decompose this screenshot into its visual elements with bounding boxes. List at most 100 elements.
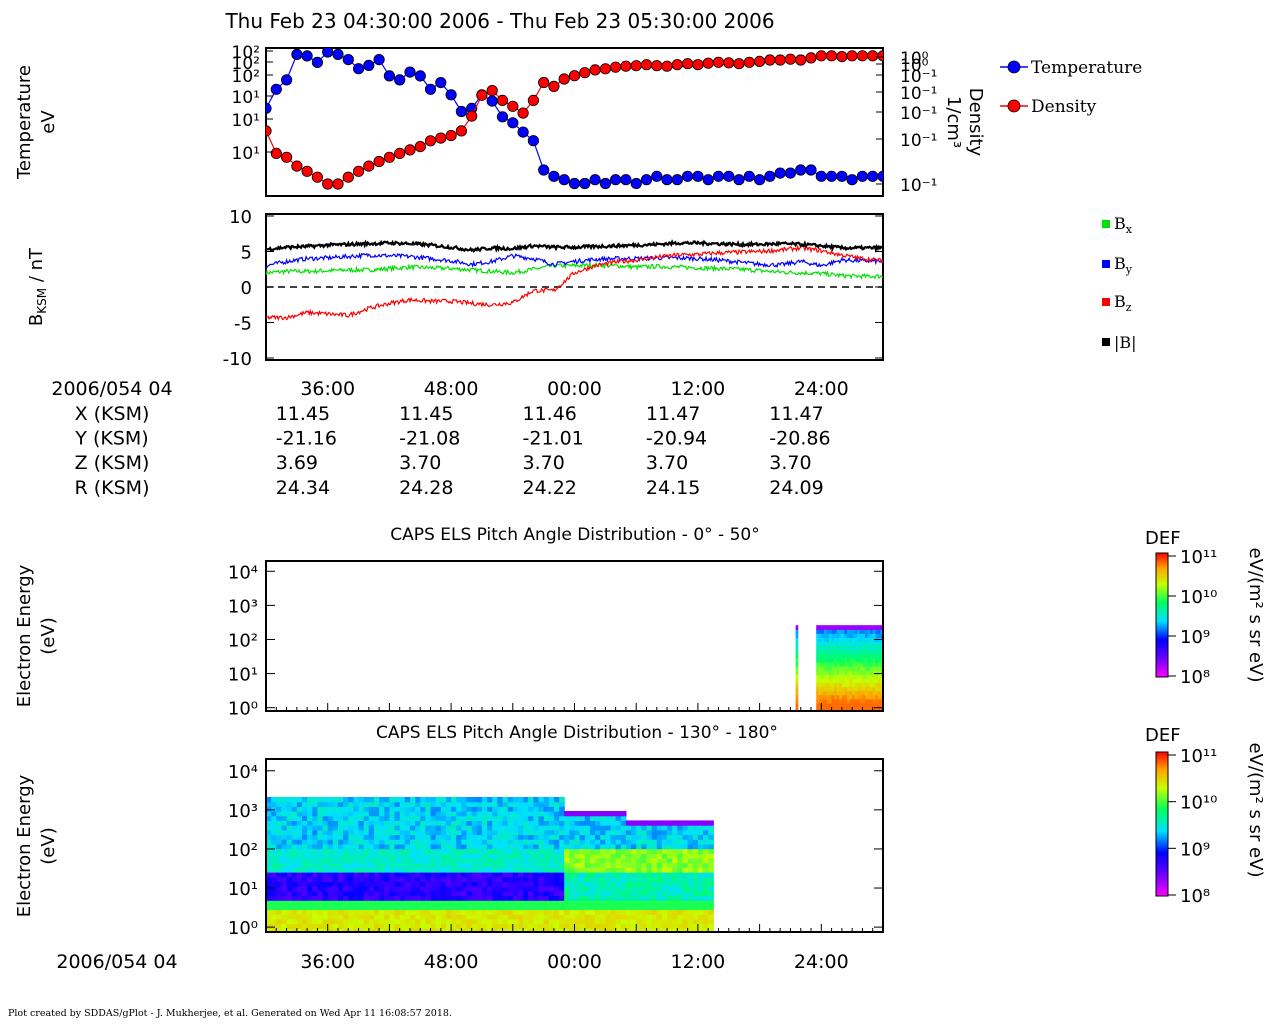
spectrogram-cell <box>451 825 457 831</box>
spectrogram-cell <box>857 690 861 696</box>
spectrogram-cell <box>667 890 673 897</box>
spectrogram-cell <box>271 872 277 878</box>
spectrogram-cell <box>471 876 478 882</box>
density-point <box>681 58 694 70</box>
spectrogram-cell <box>456 839 462 845</box>
spectrogram-cell <box>415 862 421 868</box>
spectrogram-cell <box>451 872 457 878</box>
spectrogram-cell <box>651 825 658 831</box>
spectrogram-cell <box>857 682 861 688</box>
spectrogram-cell <box>862 702 866 708</box>
spectrogram-cell <box>595 918 601 925</box>
spectrogram-cell <box>368 834 375 840</box>
spectrogram-cell <box>697 853 704 859</box>
spectrogram-cell <box>374 895 380 901</box>
spectrogram-cell <box>584 829 591 836</box>
spectrogram-cell <box>844 698 848 704</box>
spectrogram-cell <box>302 853 308 859</box>
magnetic-axis-label-b: B <box>26 314 47 326</box>
spectrogram-cell <box>844 662 848 667</box>
spectrogram-cell <box>584 839 591 845</box>
spectrogram-cell <box>829 649 833 655</box>
spectrogram-cell <box>461 862 468 868</box>
spectrogram-cell <box>528 848 534 854</box>
spectrogram-cell <box>523 881 529 887</box>
spectrogram-cell <box>620 900 627 906</box>
spectrogram-cell <box>327 886 334 892</box>
spectrogram-cell <box>461 867 468 873</box>
spectrogram-cell <box>317 928 324 932</box>
spectrogram-cell <box>512 909 519 915</box>
spectrogram-cell <box>420 886 426 892</box>
spectrogram-cell <box>348 867 354 873</box>
spectrogram-cell <box>538 848 545 854</box>
spectrogram-cell <box>507 839 514 845</box>
spectrogram-cell <box>286 806 293 812</box>
spectrogram-cell <box>420 895 426 901</box>
spectrogram-cell <box>823 633 828 638</box>
spectrogram-cell <box>528 820 534 826</box>
spectrogram-cell <box>636 881 642 887</box>
spectrogram-cell <box>823 662 828 667</box>
plasma-legend: Temperature Density <box>1000 58 1142 117</box>
spectrogram-cell <box>841 653 846 659</box>
spectrogram-cell <box>271 914 277 920</box>
spectrogram-cell <box>435 904 442 911</box>
spectrogram-cell <box>692 886 699 892</box>
spectrogram-cell <box>358 895 365 901</box>
density-point <box>363 160 375 172</box>
ephemeris-row-value: 11.45 <box>399 403 453 425</box>
spectrogram-cell <box>425 801 432 807</box>
spectrogram-cell <box>276 904 282 911</box>
spectrogram-cell <box>343 806 349 812</box>
magnetic-axis-label: BKSM / nT <box>26 247 49 326</box>
spectrogram-130-180-panel: CAPS ELS Pitch Angle Distribution - 130°… <box>14 723 1266 939</box>
spectrogram-cell <box>451 848 457 854</box>
spectrogram-cell <box>363 843 370 850</box>
spectrogram-cell <box>507 820 514 826</box>
spectrogram-cell <box>859 698 864 704</box>
spectrogram-cell <box>844 682 848 688</box>
spectrogram-cell <box>471 806 478 812</box>
spectrogram-cell <box>625 909 632 915</box>
spectrogram-cell <box>857 633 861 638</box>
spectrogram-cell <box>528 886 534 892</box>
spectrogram-cell <box>553 797 560 803</box>
spectrogram-cell <box>363 886 370 892</box>
spectrogram-cell <box>605 872 612 878</box>
spectrogram-cell <box>857 653 861 659</box>
spectrogram-cell <box>795 645 799 651</box>
spectrogram-cell <box>579 886 586 892</box>
magnetic-tick-label: 10 <box>229 207 252 228</box>
spectrogram-cell <box>865 633 869 638</box>
spectrogram-cell <box>857 698 861 704</box>
spectrogram-cell <box>512 895 519 901</box>
spectrogram-cell <box>502 843 509 850</box>
spectrogram-cell <box>543 886 550 892</box>
spectrogram-cell <box>834 637 838 643</box>
spectrogram-cell <box>404 825 411 831</box>
spectrogram-cell <box>368 900 375 906</box>
spectrogram-cell <box>481 872 488 878</box>
ephemeris-row-value: 24.22 <box>523 477 577 499</box>
density-point <box>527 94 540 107</box>
spectrogram-cell <box>410 801 416 807</box>
spectrogram-cell <box>281 857 288 864</box>
spectrogram-cell <box>834 702 838 708</box>
spectrogram-cell <box>656 928 663 932</box>
spectrogram-cell <box>795 662 799 667</box>
spectrogram-cell <box>384 904 390 911</box>
bottom-time-tick: 00:00 <box>547 951 602 973</box>
spectrogram-cell <box>852 682 856 688</box>
spectrogram-cell <box>420 876 426 882</box>
spectrogram-cell <box>574 872 581 878</box>
spectrogram-cell <box>389 867 396 873</box>
spectrogram-cell <box>379 918 385 925</box>
spectrogram-cell <box>296 829 303 836</box>
spectrogram-cell <box>492 843 498 850</box>
spectrogram-cell <box>502 890 509 897</box>
spectrogram-cell <box>368 914 375 920</box>
spectrogram-cell <box>492 801 498 807</box>
spectrogram-cell <box>703 862 709 868</box>
spectrogram-cell <box>353 881 360 887</box>
